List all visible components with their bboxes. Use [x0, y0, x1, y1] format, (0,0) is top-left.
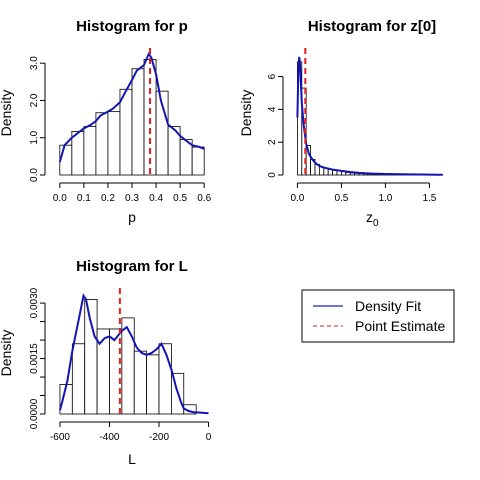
density-fit-line	[296, 56, 443, 176]
y-tick-label: 2.0	[29, 93, 40, 107]
x-tick-label: 1.5	[422, 193, 436, 204]
y-axis-label: Density	[238, 90, 254, 137]
y-axis-label: Density	[0, 330, 14, 377]
chart-title: Histogram for L	[76, 258, 188, 275]
x-tick-label: 0.0	[290, 193, 304, 204]
x-tick-label: 0.1	[77, 193, 91, 204]
chart-title: Histogram for z[0]	[308, 18, 436, 35]
x-axis-label: L	[128, 451, 136, 467]
legend-label-estimate: Point Estimate	[355, 318, 445, 334]
histogram-bar	[143, 59, 157, 176]
histogram-bar	[83, 126, 97, 176]
panel-histogram-p: Histogram for p Density p 0.0 0.1 0.2 0.3 0.…	[0, 18, 212, 225]
x-tick-label: 0.6	[197, 193, 211, 204]
x-axis-label: z0	[366, 209, 379, 229]
legend: Density Fit Point Estimate	[301, 289, 455, 343]
y-tick-label: 0.0	[29, 168, 40, 182]
histogram-bar	[95, 112, 109, 176]
x-tick-label: -600	[50, 432, 70, 443]
histogram-bar	[133, 350, 148, 415]
x-tick-label: 0.5	[173, 193, 187, 204]
y-tick-label: 6	[267, 73, 278, 79]
x-tick-label: 0.0	[53, 193, 67, 204]
histogram-bar	[146, 354, 160, 415]
y-tick-label: 0.0030	[29, 287, 40, 318]
x-axis-label-subscript: 0	[373, 218, 379, 229]
y-tick-label: 2	[267, 139, 278, 145]
x-tick-label: -400	[99, 432, 119, 443]
y-tick-label: 3.0	[29, 56, 40, 70]
x-tick-label: 0.4	[149, 193, 163, 204]
y-tick-label: 4	[267, 106, 278, 112]
histogram-bar	[131, 68, 145, 176]
histogram-bar	[121, 317, 135, 415]
legend-label-density: Density Fit	[355, 298, 421, 314]
x-axis-label: p	[128, 209, 136, 225]
x-tick-label: -200	[149, 432, 169, 443]
histogram-bar	[84, 298, 98, 415]
histogram-bar	[59, 144, 73, 176]
legend-box	[301, 289, 455, 343]
histogram-bar	[119, 88, 133, 176]
x-tick-label: 0.5	[334, 193, 348, 204]
histogram-bar	[191, 146, 205, 176]
x-tick-label: 0	[206, 432, 212, 443]
x-tick-label: 0.2	[101, 193, 115, 204]
x-tick-label: 0.3	[125, 193, 139, 204]
x-axis-label-main: z	[366, 209, 373, 225]
histogram-bar	[107, 111, 121, 176]
y-tick-label: 0.0000	[29, 398, 40, 429]
y-tick-label: 0	[267, 172, 278, 178]
y-axis-label: Density	[0, 90, 14, 137]
y-tick-label: 0.0015	[29, 343, 40, 374]
density-fit-line	[58, 51, 205, 163]
density-fit-line	[59, 293, 209, 415]
histogram-bar	[71, 130, 85, 176]
chart-title: Histogram for p	[76, 18, 188, 35]
histogram-bar	[71, 343, 86, 415]
y-tick-label: 1.0	[29, 130, 40, 144]
panel-histogram-z0: Histogram for z[0] Density z0 0.0 0.5 1.0 1…	[238, 18, 444, 229]
x-tick-label: 1.0	[378, 193, 392, 204]
panel-histogram-L: Histogram for L Density L -600 -400 -200 0 0…	[0, 258, 212, 467]
